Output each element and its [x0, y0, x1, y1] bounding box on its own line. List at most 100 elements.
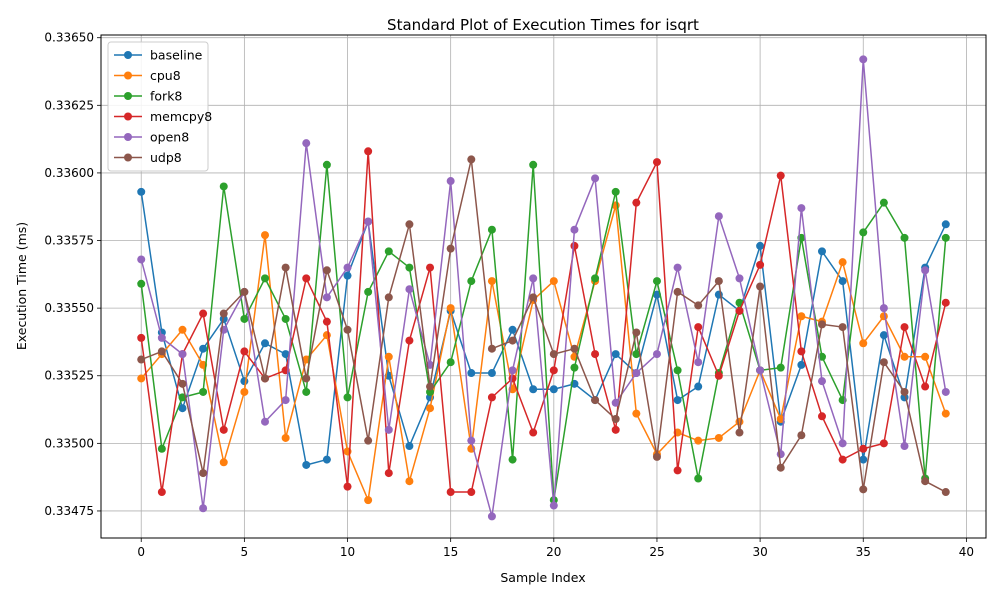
plot-area [101, 35, 986, 538]
data-point-cpu8 [879, 312, 888, 321]
data-point-cpu8 [549, 277, 558, 286]
x-tick-label: 35 [856, 545, 871, 559]
y-axis: 0.33475 0.33500 0.33525 0.33550 0.33575 0.336… [44, 31, 101, 518]
data-point-memcpy8 [921, 382, 930, 391]
data-point-open8 [900, 442, 909, 451]
data-point-baseline [240, 377, 249, 386]
data-point-fork8 [199, 387, 208, 396]
data-point-baseline [178, 404, 187, 413]
data-point-open8 [941, 387, 950, 396]
data-point-udp8 [405, 220, 414, 229]
data-point-baseline [941, 220, 950, 229]
data-point-memcpy8 [199, 309, 208, 318]
data-point-udp8 [364, 436, 373, 445]
data-point-cpu8 [405, 477, 414, 486]
data-point-open8 [879, 304, 888, 313]
data-point-udp8 [652, 452, 661, 461]
data-point-baseline [673, 396, 682, 405]
data-point-baseline [322, 455, 331, 464]
data-point-fork8 [405, 263, 414, 272]
y-tick-label: 0.33500 [44, 436, 94, 450]
x-axis-label: Sample Index [500, 570, 585, 585]
legend-item-cpu8: cpu8 [114, 68, 181, 83]
data-point-udp8 [611, 415, 620, 424]
series-line-open8 [140, 58, 947, 518]
data-point-open8 [157, 333, 166, 342]
data-point-memcpy8 [549, 366, 558, 375]
data-point-baseline [859, 455, 868, 464]
data-point-memcpy8 [302, 274, 311, 283]
data-point-udp8 [817, 320, 826, 329]
legend-swatch-marker [124, 71, 132, 80]
y-tick-label: 0.33650 [44, 31, 94, 45]
data-point-fork8 [941, 233, 950, 242]
data-point-open8 [694, 358, 703, 367]
data-point-open8 [529, 274, 538, 283]
data-point-baseline [405, 442, 414, 451]
data-point-baseline [529, 385, 538, 394]
data-point-open8 [384, 425, 393, 434]
data-point-memcpy8 [322, 317, 331, 326]
data-point-udp8 [714, 277, 723, 286]
data-point-baseline [261, 339, 270, 348]
data-point-open8 [838, 439, 847, 448]
data-point-memcpy8 [384, 469, 393, 478]
data-point-memcpy8 [240, 347, 249, 356]
data-point-udp8 [240, 287, 249, 296]
data-point-open8 [281, 396, 290, 405]
data-point-open8 [797, 204, 806, 213]
legend-swatch-marker [124, 153, 132, 162]
data-point-baseline [817, 247, 826, 256]
data-point-open8 [549, 501, 558, 510]
legend-item-open8: open8 [114, 130, 189, 145]
data-point-fork8 [302, 387, 311, 396]
data-point-memcpy8 [879, 439, 888, 448]
legend-label: memcpy8 [150, 109, 212, 124]
data-point-udp8 [797, 431, 806, 440]
data-point-fork8 [467, 277, 476, 286]
legend-label: udp8 [150, 150, 182, 165]
data-point-baseline [281, 350, 290, 359]
y-tick-label: 0.33550 [44, 301, 94, 315]
data-point-cpu8 [941, 409, 950, 418]
grid [101, 35, 986, 538]
legend-item-memcpy8: memcpy8 [114, 109, 212, 124]
legend-swatch-marker [124, 51, 132, 59]
data-point-open8 [859, 55, 868, 64]
series-udp8 [137, 155, 950, 497]
data-point-baseline [302, 460, 311, 469]
data-point-baseline [508, 325, 517, 334]
series-line-cpu8 [140, 204, 947, 501]
data-point-fork8 [219, 182, 228, 191]
data-point-fork8 [632, 350, 641, 359]
data-point-memcpy8 [735, 306, 744, 315]
data-point-open8 [714, 212, 723, 221]
data-point-udp8 [384, 293, 393, 302]
data-point-cpu8 [776, 415, 785, 424]
data-point-cpu8 [137, 374, 146, 383]
data-point-memcpy8 [941, 298, 950, 307]
data-point-open8 [199, 504, 208, 513]
legend-label: cpu8 [150, 68, 181, 83]
data-point-fork8 [611, 187, 620, 196]
data-point-udp8 [735, 428, 744, 437]
data-point-udp8 [529, 293, 538, 302]
data-point-open8 [137, 255, 146, 264]
data-point-open8 [364, 217, 373, 226]
x-tick-label: 30 [752, 545, 767, 559]
data-point-udp8 [549, 350, 558, 359]
data-point-open8 [570, 225, 579, 234]
data-point-memcpy8 [797, 347, 806, 356]
data-point-fork8 [322, 160, 331, 169]
plot-frame [100, 34, 987, 539]
data-point-udp8 [921, 477, 930, 486]
data-point-cpu8 [281, 433, 290, 442]
data-point-udp8 [157, 347, 166, 356]
data-point-udp8 [178, 379, 187, 388]
data-point-cpu8 [859, 339, 868, 348]
y-tick-label: 0.33525 [44, 369, 94, 383]
data-point-open8 [178, 350, 187, 359]
data-point-baseline [343, 271, 352, 280]
legend-swatch-marker [124, 92, 132, 100]
